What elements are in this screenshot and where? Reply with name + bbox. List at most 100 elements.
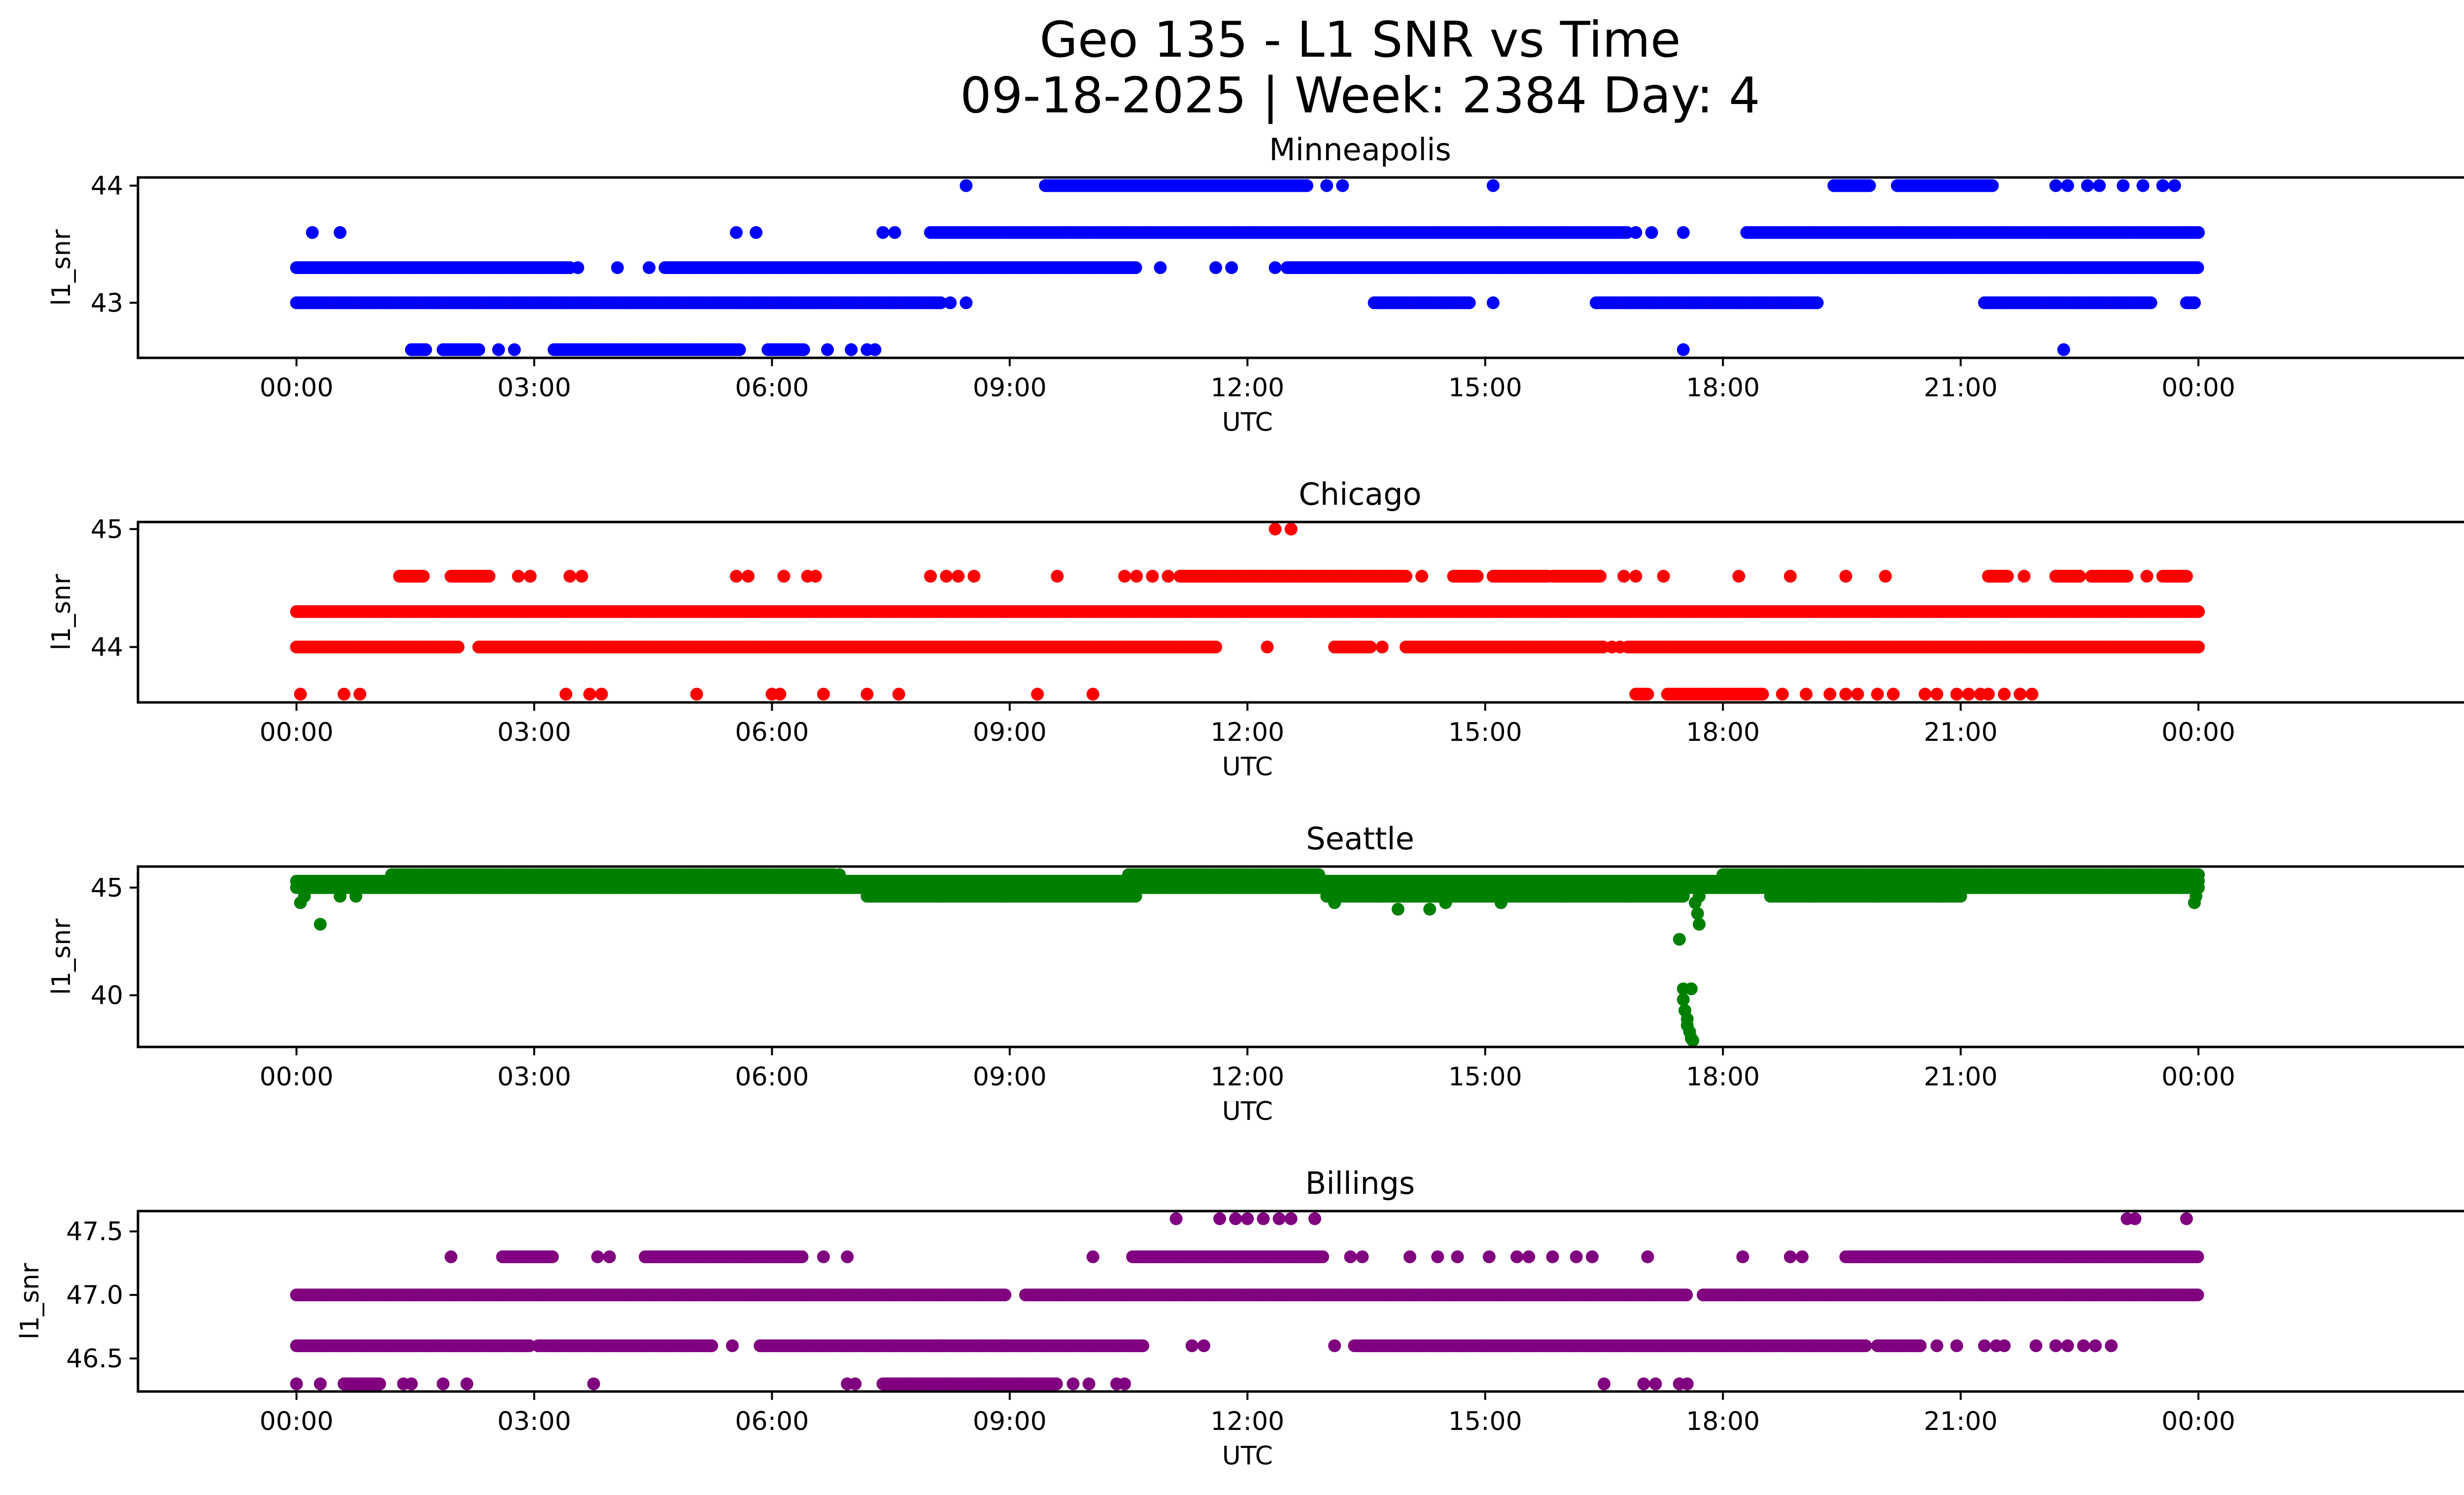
data-point xyxy=(959,296,973,310)
data-point xyxy=(690,688,703,701)
data-point xyxy=(924,570,937,583)
x-tick-label: 12:00 xyxy=(1210,718,1284,747)
data-point xyxy=(730,226,743,239)
data-point xyxy=(1776,688,1789,701)
data-point xyxy=(1594,570,1607,583)
data-point xyxy=(952,570,965,583)
data-point xyxy=(1336,179,1349,192)
subplot-title: Minneapolis xyxy=(1269,132,1451,168)
data-point xyxy=(1129,261,1142,274)
scatter-points xyxy=(290,179,2205,356)
scatter-points xyxy=(290,868,2205,1047)
data-point xyxy=(1130,570,1143,583)
data-point xyxy=(1839,688,1852,701)
data-point xyxy=(1193,570,1206,583)
axes-frame xyxy=(137,176,2464,359)
x-axis: 00:00 03:00 06:00 09:00 12:00 15:00 18:00 21:00… xyxy=(260,358,2235,403)
data-point xyxy=(876,226,890,239)
data-point xyxy=(2018,570,2031,583)
data-point xyxy=(1986,179,1999,192)
data-point xyxy=(2117,179,2130,192)
x-tick-label: 21:00 xyxy=(1924,718,1998,747)
data-point xyxy=(1051,570,1064,583)
data-point xyxy=(1209,261,1222,274)
data-point xyxy=(2014,688,2027,701)
data-point xyxy=(2156,179,2169,192)
data-point xyxy=(1657,570,1670,583)
y-tick-label: 43 xyxy=(91,288,123,318)
data-point xyxy=(1886,688,1900,701)
data-point xyxy=(730,570,743,583)
data-point xyxy=(1320,179,1334,192)
data-point xyxy=(334,226,347,239)
data-point xyxy=(595,688,608,701)
data-point xyxy=(338,688,351,701)
data-point xyxy=(2192,226,2205,239)
data-point xyxy=(2121,570,2134,583)
data-point xyxy=(1162,570,1175,583)
data-point xyxy=(294,688,307,701)
data-point xyxy=(1086,688,1099,701)
data-point xyxy=(1225,261,1238,274)
x-tick-label: 09:00 xyxy=(973,718,1047,747)
data-point xyxy=(1261,640,1274,654)
x-axis: 00:00 03:00 06:00 09:00 12:00 15:00 18:00 21:00… xyxy=(260,702,2235,747)
data-point xyxy=(892,688,905,701)
data-point xyxy=(967,570,981,583)
x-tick-label: 15:00 xyxy=(1448,718,1522,747)
y-axis-label: l1_snr xyxy=(47,574,76,651)
subplot-chicago: Chicago 00:00 03:00 06:00 09:00 12:00 15:00 18… xyxy=(47,476,2464,782)
y-tick-label: 45 xyxy=(91,515,123,544)
data-point xyxy=(1375,640,1389,654)
data-point xyxy=(868,343,882,356)
data-point xyxy=(2180,570,2193,583)
data-point xyxy=(1677,226,1690,239)
data-point xyxy=(1851,688,1864,701)
data-point xyxy=(1268,522,1282,536)
data-point xyxy=(512,570,525,583)
x-axis-label: UTC xyxy=(1222,408,1273,437)
data-point xyxy=(1756,688,1769,701)
x-tick-label: 00:00 xyxy=(2161,373,2235,403)
data-point xyxy=(944,296,957,310)
data-point xyxy=(1415,570,1429,583)
data-point xyxy=(2136,179,2150,192)
data-point xyxy=(611,261,624,274)
data-point xyxy=(1300,179,1313,192)
x-tick-label: 15:00 xyxy=(1448,373,1522,403)
data-point xyxy=(1146,570,1159,583)
y-axis-label: l1_snr xyxy=(47,229,76,306)
x-tick-label: 00:00 xyxy=(260,718,334,747)
subplot-title: Chicago xyxy=(1299,476,1421,512)
data-point xyxy=(1863,179,1876,192)
data-point xyxy=(524,570,537,583)
data-point xyxy=(2061,179,2074,192)
data-point xyxy=(777,570,790,583)
data-point xyxy=(571,261,584,274)
data-point xyxy=(353,688,367,701)
subplot-seattle: Seattle 00:00 03:00 06:00 09:00 12:00 15:00 18… xyxy=(47,821,2464,1126)
data-point xyxy=(1400,570,1412,583)
data-point xyxy=(2191,261,2204,274)
data-point xyxy=(1268,261,1282,274)
data-point xyxy=(2188,296,2201,310)
data-point xyxy=(1930,688,1944,701)
data-point xyxy=(1617,570,1631,583)
x-tick-label: 18:00 xyxy=(1686,373,1760,403)
subplot-minneapolis: Minneapolis 00:00 03:00 06:00 09:00 12:00 15:… xyxy=(47,132,2464,437)
data-point xyxy=(750,226,763,239)
data-point xyxy=(742,570,755,583)
data-point xyxy=(1839,570,1852,583)
data-point xyxy=(1471,570,1484,583)
x-tick-label: 18:00 xyxy=(1686,718,1760,747)
data-point xyxy=(845,343,858,356)
data-point xyxy=(2144,296,2157,310)
data-point xyxy=(888,226,901,239)
x-tick-label: 21:00 xyxy=(1924,373,1998,403)
data-point xyxy=(1284,522,1298,536)
figure-title-line1: Geo 135 - L1 SNR vs Time xyxy=(1040,11,1681,69)
data-point xyxy=(1998,688,2011,701)
